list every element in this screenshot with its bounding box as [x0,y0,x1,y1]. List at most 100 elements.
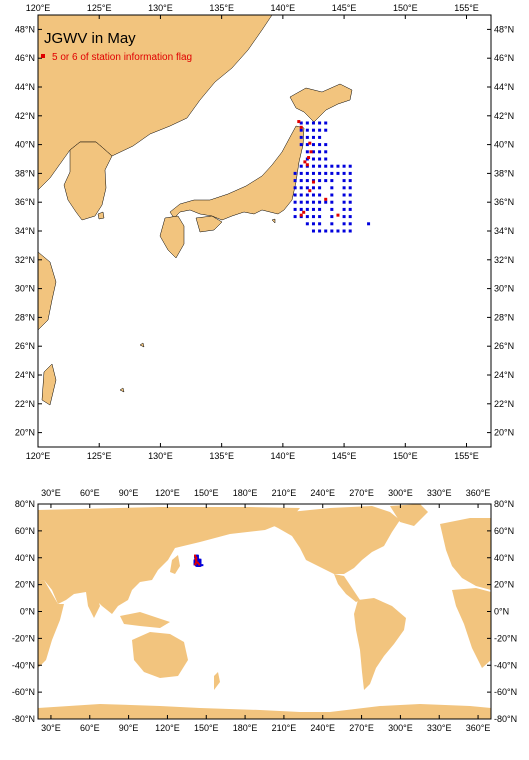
flagged-station-point [308,189,312,193]
station-point [293,215,297,219]
land-asia-mainland [37,14,273,191]
land-europe-wrap [440,518,491,590]
lon-tick-label-top: 330°E [427,488,452,498]
station-point [311,215,315,219]
lon-tick-label-top: 300°E [388,488,413,498]
lat-tick-label-left: 48°N [15,24,35,34]
station-point [342,222,346,226]
station-point [318,143,322,147]
lat-tick-label-right: 44°N [494,82,514,92]
station-point [342,215,346,219]
station-point [305,143,309,147]
lon-tick-label-bottom: 120°E [26,451,51,461]
lat-tick-label-left: 22°N [15,399,35,409]
flagged-station-point-global [195,561,198,564]
lon-tick-label-bottom: 300°E [388,723,413,733]
flagged-station-point [336,213,340,217]
station-point [330,229,334,233]
station-point [330,179,334,183]
lat-tick-label-right: 20°N [494,580,514,590]
lat-tick-label-left: 32°N [15,255,35,265]
lat-tick-label-left: 40°N [15,140,35,150]
map-title: JGWV in May [44,30,136,47]
lon-tick-label-top: 30°E [41,488,61,498]
station-point [318,121,322,125]
global-ticks: 30°E 30°E 60°E 60°E 90°E 90°E 120°E 120°E 150°E 1… [12,488,517,733]
global-land [38,504,491,719]
lon-tick-label-top: 90°E [119,488,139,498]
lat-tick-label-left: -80°N [12,714,35,724]
land-taiwan [41,363,57,406]
lat-tick-label-left: -40°N [12,660,35,670]
lon-tick-label-top: 135°E [209,3,234,13]
station-point [305,200,309,204]
land-south-america [354,598,406,690]
legend-marker [41,54,45,58]
land-greenland [390,504,428,526]
lon-tick-label-bottom: 210°E [272,723,297,733]
station-point-global [201,564,204,567]
land-north-america [262,506,400,574]
flagged-station-point-global [194,558,197,561]
station-point [305,222,309,226]
land-small-islands [97,211,276,393]
lat-tick-label-right: 32°N [494,255,514,265]
station-point [330,207,334,211]
station-point [293,200,297,204]
lat-tick-label-right: 28°N [494,312,514,322]
flagged-station-point [303,160,307,164]
station-point [311,128,315,132]
station-point [324,171,328,175]
lat-tick-label-right: 38°N [494,168,514,178]
station-point [311,229,315,233]
lat-tick-label-left: 24°N [15,370,35,380]
lat-tick-label-left: -20°N [12,633,35,643]
station-point [324,150,328,154]
station-point [318,186,322,190]
station-point [318,193,322,197]
station-point [311,222,315,226]
regional-ticks: 120°E 120°E 125°E 125°E 130°E 130°E 135°E 135°E… [15,3,514,461]
land-australia [132,632,188,678]
lon-tick-label-top: 145°E [332,3,357,13]
lat-tick-label-left: 46°N [15,53,35,63]
lat-tick-label-right: 24°N [494,370,514,380]
station-point [318,135,322,139]
station-point [348,164,352,168]
lon-tick-label-bottom: 30°E [41,723,61,733]
lon-tick-label-top: 270°E [349,488,374,498]
station-point [311,150,315,154]
lon-tick-label-bottom: 330°E [427,723,452,733]
station-point [299,164,303,168]
station-point-global [199,564,202,567]
flagged-station-point [308,141,312,145]
station-point [348,200,352,204]
lat-tick-label-right: -80°N [494,714,517,724]
lon-tick-label-bottom: 150°E [194,723,219,733]
station-point [305,179,309,183]
land-central-america [334,574,360,602]
station-point [305,186,309,190]
lat-tick-label-left: 34°N [15,226,35,236]
station-point [330,193,334,197]
lat-tick-label-right: 0°N [494,607,509,617]
station-point [342,171,346,175]
station-point [324,229,328,233]
lat-tick-label-left: 60°N [15,526,35,536]
lon-tick-label-bottom: 150°E [393,451,418,461]
station-point [367,222,371,226]
land-antarctica [38,704,491,719]
lat-tick-label-right: 22°N [494,399,514,409]
lat-tick-label-right: -40°N [494,660,517,670]
flagged-station-point-global [198,563,201,566]
lon-tick-label-bottom: 60°E [80,723,100,733]
lat-tick-label-left: 20°N [15,428,35,438]
lon-tick-label-bottom: 140°E [271,451,296,461]
land-new-zealand [214,672,220,690]
station-point [330,164,334,168]
station-point [299,121,303,125]
regional-land [37,14,353,406]
station-point [311,207,315,211]
flagged-station-point [299,213,303,217]
station-point [342,207,346,211]
